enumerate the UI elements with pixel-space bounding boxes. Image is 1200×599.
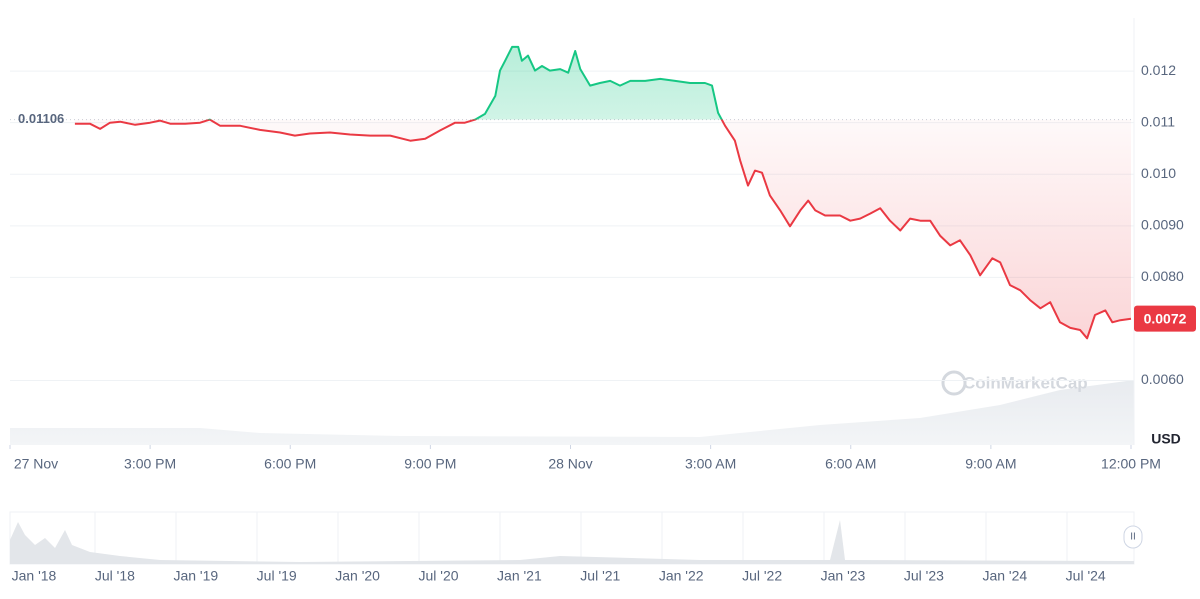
x-tick-label: 12:00 PM <box>1101 456 1161 472</box>
navigator-label: Jan '20 <box>335 568 380 584</box>
navigator-label: Jan '23 <box>821 568 866 584</box>
handle-grip: II <box>1130 532 1136 543</box>
navigator-label: Jan '24 <box>982 568 1027 584</box>
navigator-label: Jul '23 <box>904 568 944 584</box>
y-tick-label: 0.012 <box>1141 62 1176 78</box>
navigator-label: Jul '21 <box>580 568 620 584</box>
navigator-area <box>10 520 1134 564</box>
x-tick-label: 6:00 AM <box>825 456 876 472</box>
x-tick-label: 3:00 PM <box>124 456 176 472</box>
y-unit: USD <box>1151 431 1181 447</box>
volume-area <box>10 380 1134 445</box>
price-area <box>74 46 1131 339</box>
baseline-label: 0.01106 <box>18 111 64 126</box>
current-price-box <box>1134 305 1196 332</box>
navigator-label: Jan '21 <box>497 568 542 584</box>
watermark: CoinMarketCap <box>963 373 1088 392</box>
y-tick-label: 0.0090 <box>1141 217 1184 233</box>
x-tick-label: 28 Nov <box>548 456 592 472</box>
navigator-label: Jul '19 <box>257 568 297 584</box>
x-tick-label: 3:00 AM <box>685 456 736 472</box>
y-tick-label: 0.011 <box>1141 113 1175 129</box>
y-tick-label: 0.010 <box>1141 165 1176 181</box>
navigator <box>9 511 1135 565</box>
x-tick-label: 9:00 PM <box>404 456 456 472</box>
x-tick-label: 27 Nov <box>14 456 58 472</box>
navigator-label: Jul '18 <box>95 568 135 584</box>
y-tick-label: 0.0060 <box>1141 371 1184 387</box>
navigator-label: Jan '18 <box>12 568 57 584</box>
navigator-label: Jan '19 <box>173 568 218 584</box>
x-tick-label: 6:00 PM <box>264 456 316 472</box>
navigator-label: Jul '22 <box>742 568 782 584</box>
navigator-label: Jan '22 <box>659 568 704 584</box>
watermark-logo <box>941 370 967 396</box>
current-price-label: 0.0072 <box>1144 310 1187 326</box>
navigator-label: Jul '24 <box>1066 568 1106 584</box>
navigator-grid <box>94 512 1068 564</box>
price-line <box>74 45 1132 340</box>
y-tick-label: 0.0080 <box>1141 268 1184 284</box>
navigator-label: Jul '20 <box>418 568 458 584</box>
navigator-handle[interactable] <box>1123 525 1143 549</box>
x-tick-label: 9:00 AM <box>965 456 1016 472</box>
